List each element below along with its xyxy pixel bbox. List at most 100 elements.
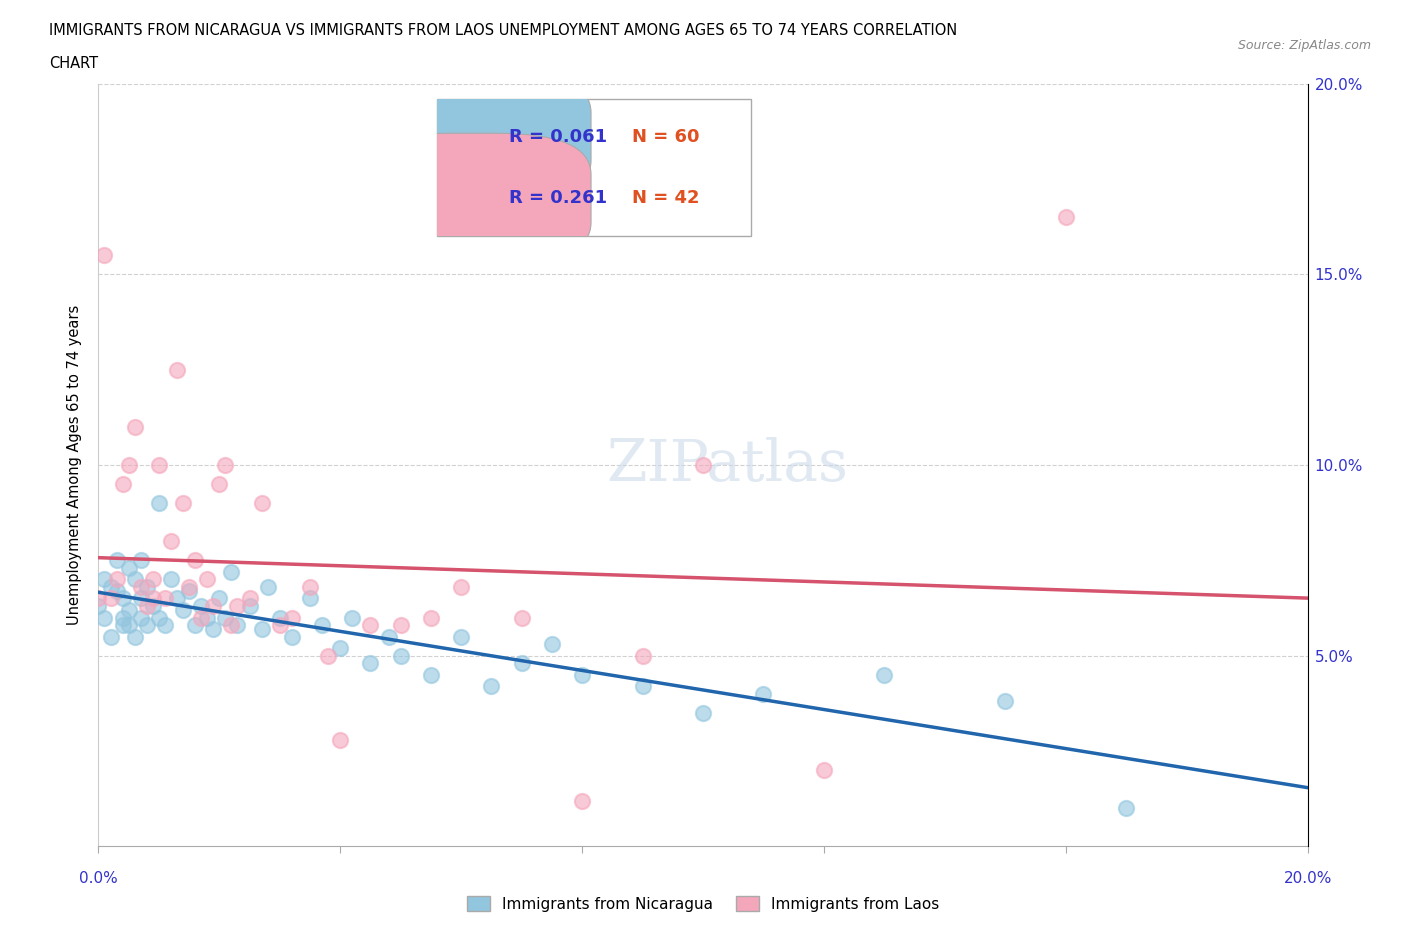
Point [111,618,134,632]
Point [316,648,339,663]
Point [100,591,122,606]
Point [342,610,364,625]
Point [540,637,562,652]
Point [93,248,115,263]
Point [172,603,194,618]
Point [239,591,262,606]
Point [111,477,134,492]
Point [510,656,533,671]
Point [329,732,352,747]
Point [105,572,128,587]
Text: CHART: CHART [49,56,98,71]
Point [111,591,134,606]
Point [93,610,115,625]
Point [377,630,399,644]
Point [420,668,443,683]
Point [389,648,412,663]
Point [250,621,273,636]
Point [873,668,896,683]
Text: 20.0%: 20.0% [1284,871,1331,886]
Point [160,572,183,587]
Point [87,591,110,606]
Point [160,534,183,549]
Point [100,630,122,644]
Point [692,458,714,472]
Point [129,610,152,625]
Point [1115,801,1137,816]
Point [118,603,141,618]
Point [166,363,188,378]
Point [153,591,176,606]
Point [179,583,201,598]
Point [135,579,157,594]
Point [135,618,157,632]
Point [172,496,194,511]
Point [299,579,322,594]
Point [118,458,141,472]
Point [221,618,243,632]
Point [450,630,472,644]
Point [571,668,593,683]
Point [752,686,775,701]
Point [256,579,278,594]
Point [87,599,110,614]
Point [166,591,188,606]
Point [202,599,225,614]
Point [481,679,503,694]
Point [124,630,146,644]
Point [148,496,170,511]
Point [118,618,141,632]
Point [142,599,165,614]
Text: Source: ZipAtlas.com: Source: ZipAtlas.com [1237,39,1371,52]
Point [329,641,352,656]
Point [142,572,165,587]
Point [389,618,412,632]
Point [129,553,152,568]
Point [118,561,141,576]
Point [129,591,152,606]
Text: 0.0%: 0.0% [79,871,118,886]
Point [184,618,207,632]
Point [148,458,170,472]
Point [148,610,170,625]
Y-axis label: Unemployment Among Ages 65 to 74 years: Unemployment Among Ages 65 to 74 years [67,305,83,625]
Point [93,572,115,587]
Point [135,599,157,614]
Point [269,618,291,632]
Point [226,599,249,614]
Point [129,579,152,594]
Point [994,694,1017,709]
Point [450,579,472,594]
Point [214,610,236,625]
Point [269,610,291,625]
Point [813,763,835,777]
Point [124,419,146,434]
Point [208,477,231,492]
Legend: Immigrants from Nicaragua, Immigrants from Laos: Immigrants from Nicaragua, Immigrants fr… [461,889,945,918]
Point [1054,210,1077,225]
Point [299,591,322,606]
Point [692,706,714,721]
Point [510,610,533,625]
Point [239,599,262,614]
Point [184,553,207,568]
Point [420,610,443,625]
Point [631,648,654,663]
Point [281,610,304,625]
Point [105,553,128,568]
Point [195,610,218,625]
Point [311,618,333,632]
Point [142,591,165,606]
Point [214,458,236,472]
Point [202,621,225,636]
Point [153,618,176,632]
Point [124,572,146,587]
Point [281,630,304,644]
Point [631,679,654,694]
Point [190,599,212,614]
Point [221,565,243,579]
Point [190,610,212,625]
Text: ZIPatlas: ZIPatlas [606,437,848,493]
Point [100,579,122,594]
Point [571,793,593,808]
